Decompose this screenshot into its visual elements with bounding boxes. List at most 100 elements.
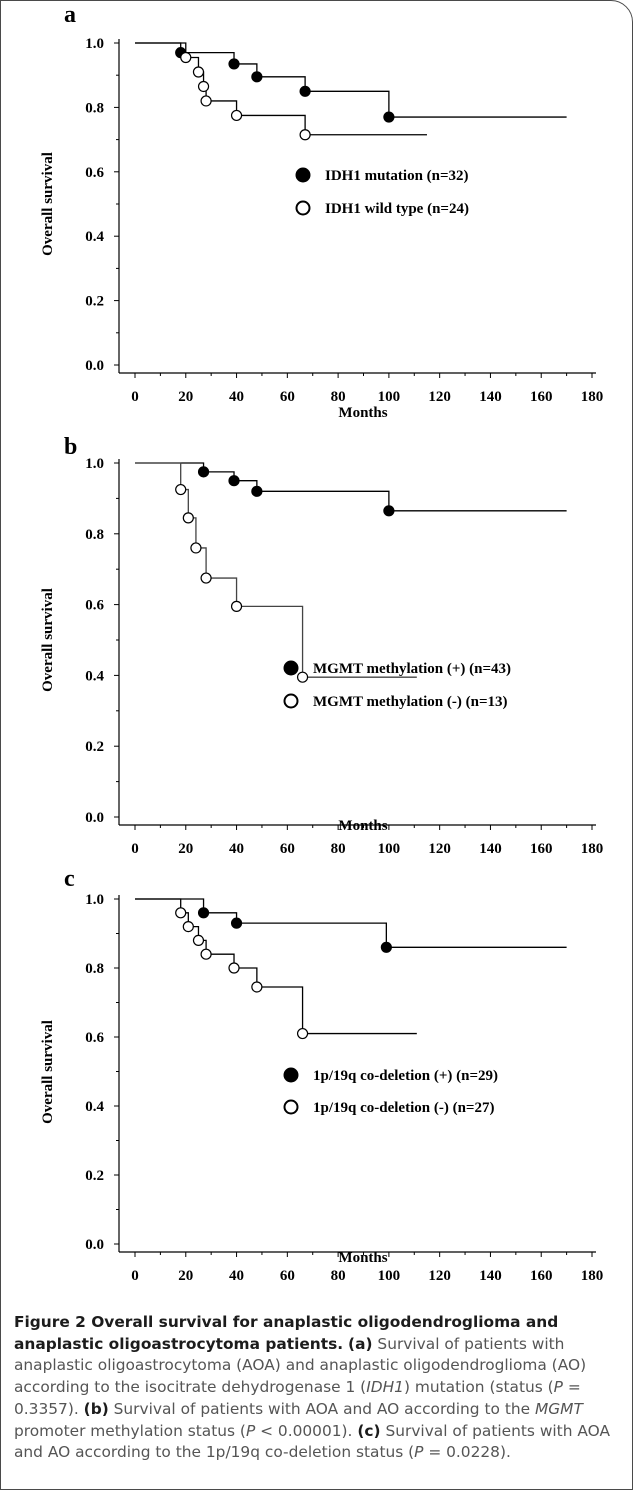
legend-label: IDH1 mutation (n=32) — [325, 168, 469, 184]
y-tick-label: 0.8 — [85, 100, 104, 116]
x-tick-label: 20 — [178, 389, 193, 405]
censor-marker-open — [251, 981, 263, 993]
x-tick-label: 0 — [131, 1268, 139, 1284]
legend-marker — [283, 660, 299, 676]
survival-chart-b: b 0.0 0.2 0.4 0.6 0.8 1.0 0 20 40 60 80 100 120 140 160… — [40, 434, 603, 857]
x-tick-label: 60 — [280, 1268, 295, 1284]
y-tick-label: 0.0 — [85, 810, 104, 826]
x-tick-label: 100 — [378, 1268, 401, 1284]
censor-marker-filled — [380, 941, 392, 953]
caption-text-c2: = 0.0228). — [423, 1443, 511, 1462]
x-tick-label: 180 — [581, 389, 604, 405]
x-tick-label: 120 — [428, 389, 451, 405]
censor-marker-open — [200, 572, 212, 584]
x-tick-label: 40 — [229, 1268, 244, 1284]
chart-panel-b: b 0.0 0.2 0.4 0.6 0.8 1.0 0 20 40 60 80 100 120 140 160… — [0, 432, 633, 862]
caption-p-a: P — [553, 1378, 563, 1397]
censor-marker-filled — [383, 505, 395, 517]
x-tick-label: 20 — [178, 841, 193, 857]
survival-chart-c: c 0.0 0.2 0.4 0.6 0.8 1.0 0 20 40 60 80 100 120 140 160… — [40, 866, 604, 1284]
censor-marker-open — [200, 95, 212, 107]
x-tick-label: 160 — [530, 841, 553, 857]
legend-label: 1p/19q co-deletion (+) (n=29) — [313, 1068, 498, 1084]
x-tick-label: 0 — [131, 389, 139, 405]
chart-panel-c: c 0.0 0.2 0.4 0.6 0.8 1.0 0 20 40 60 80 100 120 140 160… — [0, 862, 633, 1292]
y-tick-label: 1.0 — [85, 892, 104, 908]
caption-p-b: P — [245, 1421, 256, 1440]
y-axis-title: Overall survival — [40, 1020, 56, 1124]
x-tick-label: 40 — [229, 841, 244, 857]
censor-marker-filled — [299, 85, 311, 97]
y-tick-label: 0.6 — [85, 598, 104, 614]
x-tick-label: 180 — [581, 1268, 604, 1284]
y-tick-label: 0.6 — [85, 1030, 104, 1046]
censor-marker-open — [228, 962, 240, 974]
x-tick-label: 20 — [178, 1268, 193, 1284]
x-tick-label: 80 — [331, 1268, 346, 1284]
censor-marker-filled — [197, 907, 210, 919]
panel-letter: a — [64, 2, 76, 28]
x-tick-label: 40 — [229, 389, 244, 405]
x-tick-label: 100 — [378, 841, 401, 857]
x-tick-label: 0 — [131, 841, 139, 857]
y-tick-label: 0.8 — [85, 961, 104, 977]
x-tick-label: 80 — [331, 841, 346, 857]
censor-marker-filled — [228, 475, 240, 487]
x-tick-label: 120 — [428, 1268, 451, 1284]
y-tick-label: 0.4 — [85, 229, 104, 245]
censor-marker-open — [299, 129, 311, 141]
y-axis-title: Overall survival — [40, 588, 56, 692]
x-tick-label: 60 — [280, 841, 295, 857]
censor-marker-open — [296, 1027, 309, 1040]
censor-marker-open — [296, 671, 309, 683]
caption-text-a2: ) mutation (status ( — [403, 1378, 554, 1397]
survival-line-negative — [135, 898, 417, 1035]
x-tick-label: 140 — [479, 389, 502, 405]
chart-panel-a: a 0.0 0.2 0.4 0.6 0.8 1.0 0 20 40 60 80 100 120 140 160… — [0, 0, 633, 430]
caption-label-c: (c) — [357, 1421, 381, 1440]
x-tick-label: 100 — [378, 389, 401, 405]
y-tick-label: 1.0 — [85, 36, 104, 52]
censor-marker-filled — [197, 466, 210, 478]
caption-text-b3: < 0.00001). — [255, 1421, 353, 1440]
caption-text-b1: Survival of patients with AOA and AO acc… — [113, 1399, 535, 1418]
censor-marker-filled — [383, 111, 395, 123]
censor-marker-open — [230, 600, 243, 612]
x-tick-label: 80 — [331, 389, 346, 405]
legend-marker — [283, 1099, 299, 1115]
caption-gene-b: MGMT — [534, 1399, 583, 1418]
legend-marker — [295, 200, 311, 216]
y-tick-label: 0.0 — [85, 358, 104, 374]
x-tick-label: 120 — [428, 841, 451, 857]
censor-marker-filled — [251, 485, 263, 497]
caption-text-a3: = 0.3357). — [14, 1378, 581, 1418]
legend-marker — [283, 1067, 299, 1083]
censor-marker-filled — [228, 58, 240, 70]
caption-gene-a: IDH1 — [366, 1378, 404, 1397]
y-tick-label: 0.8 — [85, 527, 104, 543]
censor-marker-open — [192, 934, 205, 947]
legend-label: IDH1 wild type (n=24) — [325, 201, 469, 217]
x-tick-label: 140 — [479, 1268, 502, 1284]
panel-letter: b — [64, 434, 77, 460]
panel-letter: c — [64, 866, 75, 892]
x-axis-title: Months — [338, 1250, 387, 1266]
x-tick-label: 160 — [530, 389, 553, 405]
survival-line-positive — [135, 42, 567, 118]
censor-marker-open — [192, 66, 205, 78]
caption-title: Figure 2 Overall survival for anaplastic… — [14, 1313, 559, 1353]
legend-label: MGMT methylation (+) (n=43) — [313, 661, 511, 677]
survival-chart-a: a 0.0 0.2 0.4 0.6 0.8 1.0 0 20 40 60 80 100 120 140 160… — [40, 2, 604, 421]
x-tick-label: 140 — [479, 841, 502, 857]
censor-marker-open — [180, 51, 192, 64]
x-axis-title: Months — [338, 818, 387, 834]
x-axis-title: Months — [338, 405, 387, 421]
y-tick-label: 1.0 — [85, 456, 104, 472]
y-tick-label: 0.4 — [85, 1099, 104, 1115]
y-axis-title: Overall survival — [40, 152, 56, 256]
legend-marker — [283, 693, 299, 709]
caption-text-c1: Survival of patients with AOA and AO acc… — [14, 1421, 610, 1462]
caption-p-c: P — [414, 1443, 424, 1462]
x-tick-label: 160 — [530, 1268, 553, 1284]
